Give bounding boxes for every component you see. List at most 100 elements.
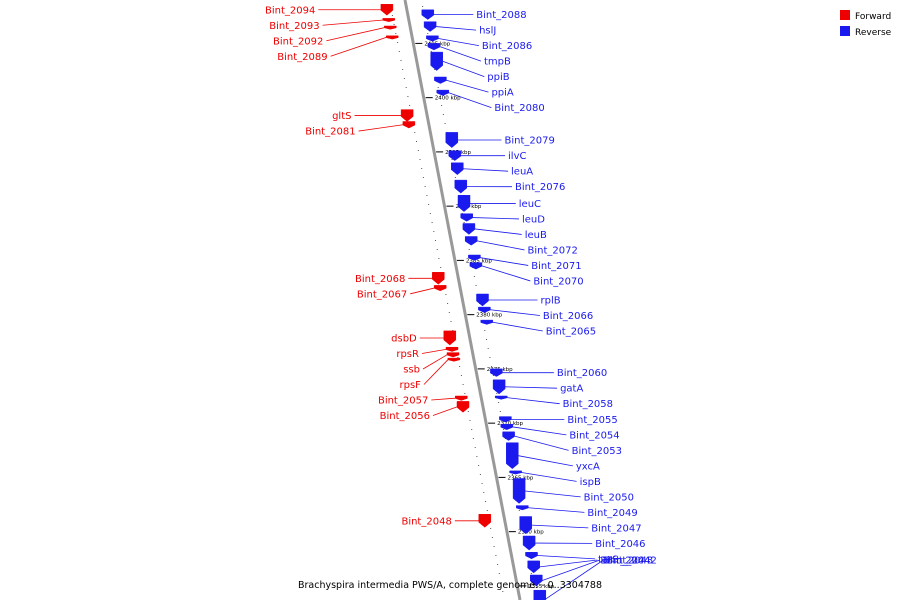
gene-label-ppib: ppiB bbox=[487, 72, 509, 83]
reverse-strand-dot bbox=[422, 6, 424, 7]
gene-label-rpsf: rpsF bbox=[400, 380, 422, 391]
gene-label-bint-2050: Bint_2050 bbox=[584, 492, 634, 503]
forward-strand-dot bbox=[436, 249, 438, 250]
forward-strand-dot bbox=[450, 321, 452, 322]
gene-label-bint-2060: Bint_2060 bbox=[557, 368, 607, 379]
gene-label-leader bbox=[521, 472, 577, 482]
gene-label-leader bbox=[442, 60, 485, 78]
gene-bint-2093 bbox=[382, 18, 396, 22]
forward-strand-dot bbox=[493, 546, 495, 547]
gene-label-leader bbox=[474, 228, 522, 235]
gene-label-leuc: leuC bbox=[519, 199, 541, 210]
forward-strand-dot bbox=[452, 330, 454, 331]
gene-label-leub: leuB bbox=[525, 230, 547, 241]
gene-bint-2042 bbox=[533, 589, 547, 600]
reverse-strand-dot bbox=[434, 69, 436, 70]
forward-strand-dot bbox=[398, 51, 400, 52]
gene-label-bint-2065: Bint_2065 bbox=[546, 327, 596, 338]
gene-bint-2086 bbox=[426, 35, 439, 42]
gene-label-bint-2093: Bint_2093 bbox=[269, 21, 319, 32]
forward-strand-dot bbox=[402, 69, 404, 70]
legend-forward-label: Forward bbox=[855, 12, 891, 22]
gene-bint-2072 bbox=[464, 236, 478, 246]
reverse-strand-dot bbox=[486, 339, 487, 340]
forward-strand-dot bbox=[433, 231, 435, 232]
gene-label-yxca: yxcA bbox=[576, 461, 600, 472]
gene-label-leader bbox=[480, 257, 529, 266]
gene-label-leader bbox=[492, 321, 543, 332]
gene-bint-2088 bbox=[421, 9, 435, 20]
forward-strand-dot bbox=[409, 105, 411, 106]
gene-label-bint-2054: Bint_2054 bbox=[569, 430, 619, 441]
gene-label-bint-2048: Bint_2048 bbox=[401, 516, 451, 527]
forward-strand-dot bbox=[464, 393, 466, 394]
reverse-strand-dot bbox=[427, 33, 429, 34]
forward-strand-dot bbox=[435, 240, 436, 241]
gene-label-bint-2079: Bint_2079 bbox=[504, 135, 554, 146]
forward-strand-dot bbox=[416, 141, 417, 142]
gene-ssb bbox=[446, 352, 460, 358]
gene-label-bint-2055: Bint_2055 bbox=[567, 415, 617, 426]
gene-label-bint-2076: Bint_2076 bbox=[515, 182, 565, 193]
reverse-strand-dot bbox=[492, 375, 494, 376]
gene-label-leader bbox=[432, 406, 458, 416]
gene-label-ilvc: ilvC bbox=[508, 151, 526, 162]
forward-strand-dot bbox=[417, 150, 419, 151]
gene-tmpb bbox=[427, 43, 441, 51]
gene-label-gata: gatA bbox=[560, 384, 583, 395]
gene-bint-2049 bbox=[516, 505, 529, 511]
reverse-strand-dot bbox=[454, 177, 456, 178]
gene-bint-2053 bbox=[502, 431, 515, 441]
reverse-strand-dot bbox=[449, 150, 451, 151]
genome-title: Brachyspira intermedia PWS/A, complete g… bbox=[298, 580, 602, 591]
reverse-strand-dot bbox=[451, 159, 453, 160]
gene-label-leader bbox=[472, 217, 520, 220]
reverse-strand-dot bbox=[484, 330, 486, 331]
gene-bint-2054 bbox=[500, 423, 514, 430]
reverse-strand-dot bbox=[518, 510, 520, 511]
gene-ppib bbox=[430, 51, 443, 71]
kbp-tick-label: 2360 kbp bbox=[518, 530, 544, 536]
gene-label-leader bbox=[490, 309, 540, 316]
gene-leud bbox=[460, 213, 473, 222]
forward-strand-dot bbox=[440, 267, 442, 268]
forward-strand-dot bbox=[469, 420, 471, 421]
gene-label-leader bbox=[542, 559, 601, 581]
forward-strand-dot bbox=[400, 60, 402, 61]
forward-strand-dot bbox=[497, 564, 499, 565]
gene-glts bbox=[400, 109, 414, 122]
gene-label-leader bbox=[423, 359, 449, 385]
legend-forward-swatch bbox=[840, 10, 850, 20]
forward-strand-dot bbox=[502, 591, 504, 592]
gene-bint-2044 bbox=[527, 560, 540, 574]
forward-strand-dot bbox=[481, 483, 483, 484]
forward-strand-dot bbox=[474, 447, 476, 448]
genome-backbone bbox=[403, 0, 522, 600]
gene-ispb bbox=[509, 470, 522, 475]
gene-label-leader bbox=[539, 559, 598, 568]
gene-bint-2094 bbox=[380, 4, 394, 16]
gene-bint-2047 bbox=[519, 516, 532, 535]
gene-label-leader bbox=[446, 79, 489, 93]
legend-reverse-label: Reverse bbox=[855, 28, 892, 38]
reverse-strand-dot bbox=[480, 312, 482, 313]
gene-label-leader bbox=[477, 240, 525, 251]
reverse-strand-dot bbox=[468, 249, 470, 250]
gene-label-leader bbox=[422, 354, 448, 370]
kbp-tick-label: 2380 kbp bbox=[476, 313, 502, 319]
gene-label-bint-2066: Bint_2066 bbox=[543, 311, 593, 322]
gene-label-bint-2086: Bint_2086 bbox=[482, 41, 532, 52]
forward-strand-dot bbox=[405, 87, 407, 88]
gene-bint-2043 bbox=[530, 574, 543, 587]
gene-label-leader bbox=[505, 386, 558, 389]
gene-label-bint-2070: Bint_2070 bbox=[533, 276, 583, 287]
reverse-strand-dot bbox=[489, 357, 491, 358]
gene-bint-2066 bbox=[478, 306, 491, 313]
gene-rplb bbox=[476, 293, 489, 307]
forward-strand-dot bbox=[460, 375, 462, 376]
forward-strand-dot bbox=[426, 195, 428, 196]
reverse-strand-dot bbox=[437, 87, 439, 88]
forward-strand-dot bbox=[414, 132, 416, 133]
gene-label-bint-2046: Bint_2046 bbox=[595, 539, 645, 550]
